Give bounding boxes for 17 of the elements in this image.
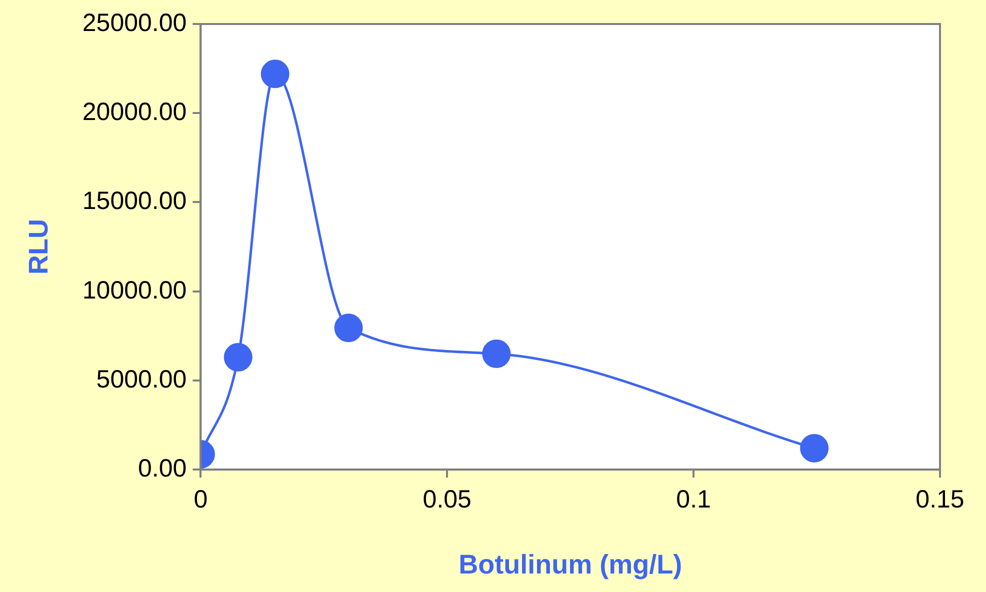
y-tick-label: 5000.00 — [96, 365, 187, 394]
point — [482, 339, 511, 368]
point — [224, 343, 252, 372]
x-tick-label: 0.1 — [676, 485, 711, 514]
x-axis-title: Botulinum (mg/L) — [458, 549, 682, 580]
y-tick-label: 15000.00 — [82, 187, 187, 216]
y-axis-title: RLU — [24, 219, 54, 275]
x-tick-label: 0.15 — [916, 485, 964, 514]
x-tick-label: 0 — [194, 485, 208, 514]
point — [334, 314, 363, 342]
y-tick-label: 10000.00 — [82, 276, 187, 304]
y-tick-label: 0.00 — [138, 454, 187, 482]
point — [260, 60, 290, 88]
y-tick-label: 25000.00 — [82, 8, 187, 37]
y-tick-label: 20000.00 — [82, 98, 187, 126]
x-tick-label: 0.05 — [422, 485, 472, 514]
point — [800, 434, 829, 462]
